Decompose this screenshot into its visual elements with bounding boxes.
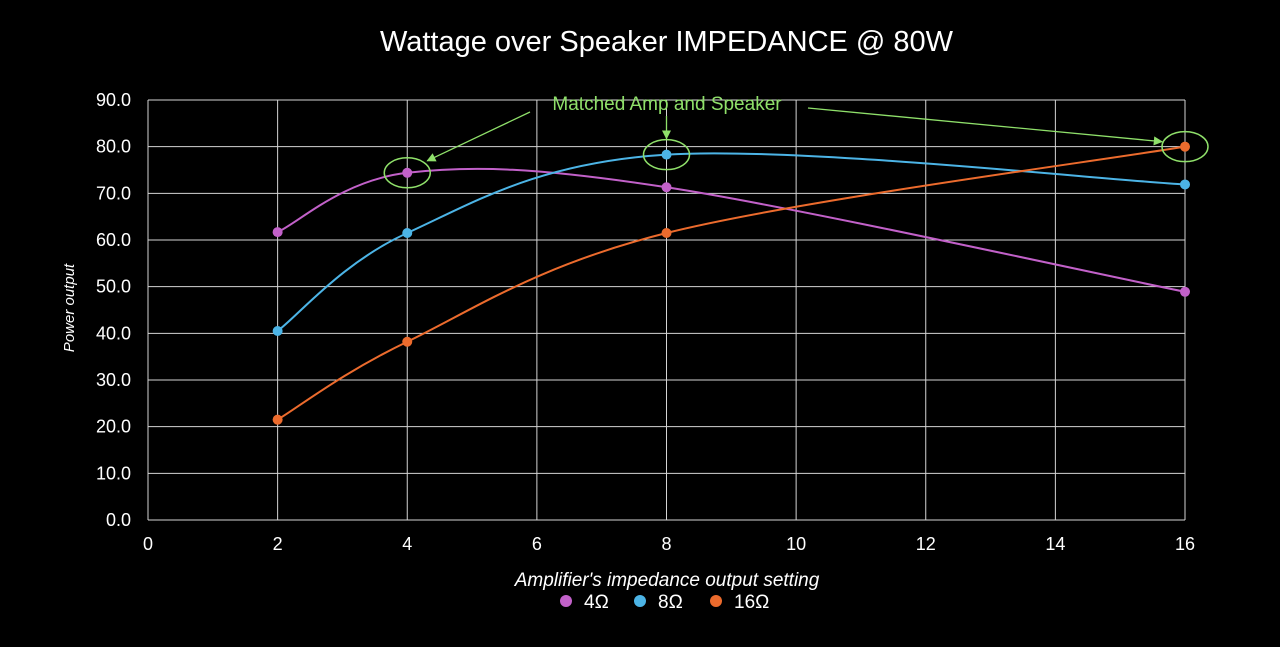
- legend-label: 8Ω: [658, 592, 683, 613]
- data-point: [272, 227, 283, 238]
- series-points: [272, 141, 1190, 425]
- highlight-ellipse: [642, 138, 691, 171]
- data-point: [402, 167, 413, 178]
- x-tick-label: 4: [402, 534, 412, 554]
- y-tick-label: 10.0: [96, 463, 131, 483]
- series-line: [277, 167, 1186, 293]
- x-tick-label: 16: [1175, 534, 1195, 554]
- data-point: [1180, 179, 1190, 190]
- data-point: [661, 182, 672, 193]
- chart-title: Wattage over Speaker IMPEDANCE @ 80W: [379, 26, 954, 58]
- annotation-label: Matched Amp and Speaker: [552, 94, 782, 115]
- highlight-ellipse: [383, 157, 431, 189]
- data-point: [661, 228, 672, 238]
- data-point: [1180, 286, 1190, 297]
- x-tick-label: 8: [661, 534, 671, 554]
- legend-marker: [634, 595, 646, 607]
- x-tick-label: 0: [143, 534, 153, 554]
- x-axis-label: Amplifier's impedance output setting: [514, 570, 820, 591]
- y-tick-label: 0.0: [106, 510, 131, 530]
- y-axis-label: Power output: [61, 263, 78, 352]
- series-lines: [277, 145, 1186, 421]
- y-tick-label: 70.0: [96, 183, 131, 203]
- y-tick-label: 20.0: [96, 417, 131, 437]
- legend-label: 4Ω: [584, 592, 609, 613]
- annotation-arrow: [426, 111, 531, 162]
- series-line: [277, 152, 1186, 332]
- y-tick-labels: 0.0 10.0 20.0 30.0 40.0 50.0 60.0 70.0 80.0 90.0: [96, 90, 131, 530]
- data-point: [1180, 141, 1190, 152]
- x-tick-label: 2: [273, 534, 283, 554]
- x-tick-label: 10: [786, 534, 806, 554]
- y-tick-label: 40.0: [96, 323, 131, 343]
- y-tick-label: 90.0: [96, 90, 131, 110]
- data-point: [402, 228, 413, 238]
- annotation: Matched Amp and Speaker: [383, 94, 1209, 189]
- x-tick-labels: 0 2 4 6 8 10 12 14 16: [143, 534, 1195, 554]
- legend-marker: [710, 595, 722, 607]
- series-line: [277, 145, 1186, 421]
- highlight-ellipse: [1161, 130, 1209, 163]
- legend-label: 16Ω: [734, 592, 769, 613]
- data-point: [272, 326, 283, 336]
- data-point: [661, 149, 672, 160]
- y-tick-label: 50.0: [96, 277, 131, 297]
- annotation-arrow: [807, 107, 1163, 146]
- legend-marker: [560, 595, 572, 607]
- legend: 4Ω 8Ω 16Ω: [560, 592, 769, 613]
- data-point: [402, 336, 413, 347]
- data-point: [272, 414, 283, 425]
- x-tick-label: 12: [916, 534, 936, 554]
- x-tick-label: 14: [1045, 534, 1065, 554]
- y-tick-label: 60.0: [96, 230, 131, 250]
- y-tick-label: 80.0: [96, 137, 131, 157]
- y-tick-label: 30.0: [96, 370, 131, 390]
- grid-lines: [147, 99, 1186, 521]
- x-tick-label: 6: [532, 534, 542, 554]
